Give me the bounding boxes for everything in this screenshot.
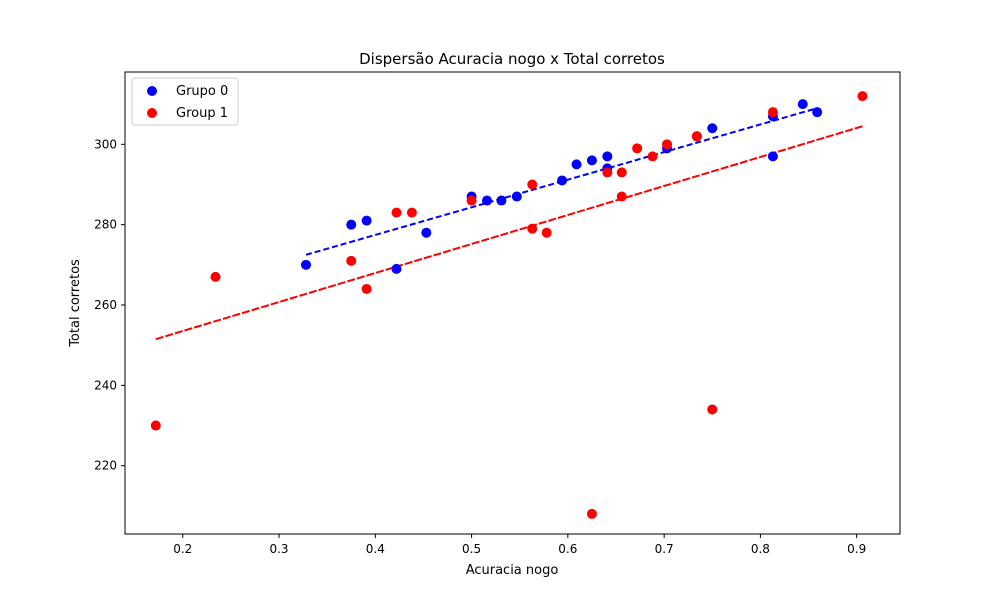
plot-frame	[124, 71, 901, 535]
x-tick-label: 0.3	[269, 542, 288, 556]
scatter-point-series-1	[632, 143, 643, 154]
scatter-point-series-1	[662, 139, 673, 150]
y-tick-label: 260	[94, 298, 117, 312]
legend: Grupo 0 Group 1	[131, 77, 239, 126]
scatter-point-series-1	[767, 107, 778, 118]
scatter-point-series-1	[346, 255, 357, 266]
scatter-point-series-1	[391, 207, 402, 218]
x-axis-label: Acuracia nogo	[466, 563, 559, 578]
legend-box	[131, 77, 239, 126]
scatter-point-series-1	[616, 167, 627, 178]
scatter-point-series-1	[527, 223, 538, 234]
scatter-point-series-0	[361, 215, 372, 226]
scatter-point-series-1	[150, 420, 161, 431]
scatter-point-series-1	[210, 271, 221, 282]
y-tick-label: 280	[94, 218, 117, 232]
scatter-point-series-0	[391, 263, 402, 274]
scatter-point-series-0	[300, 259, 311, 270]
y-tick-label: 240	[94, 378, 117, 392]
x-tick-label: 0.4	[366, 542, 385, 556]
scatter-point-series-0	[511, 191, 522, 202]
scatter-point-series-0	[421, 227, 432, 238]
x-tick-label: 0.2	[173, 542, 192, 556]
x-tick-label: 0.9	[847, 542, 866, 556]
scatter-point-series-1	[466, 195, 477, 206]
scatter-point-series-1	[406, 207, 417, 218]
scatter-point-series-1	[616, 191, 627, 202]
scatter-point-series-1	[602, 167, 613, 178]
scatter-point-series-0	[496, 195, 507, 206]
x-tick-label: 0.7	[655, 542, 674, 556]
plot-area	[125, 72, 900, 534]
scatter-point-series-1	[647, 151, 658, 162]
x-tick-label: 0.6	[558, 542, 577, 556]
x-tick-label: 0.5	[462, 542, 481, 556]
data-points	[150, 91, 868, 519]
legend-label-group-1: Group 1	[176, 106, 228, 121]
scatter-point-series-1	[691, 131, 702, 142]
scatter-point-series-0	[346, 219, 357, 230]
scatter-point-series-1	[586, 508, 597, 519]
scatter-point-series-0	[812, 107, 823, 118]
x-axis-ticks: 0.2 0.3 0.4 0.5 0.6 0.7 0.8 0.9	[173, 534, 866, 556]
scatter-point-series-0	[571, 159, 582, 170]
y-axis-label: Total corretos	[68, 259, 83, 348]
scatter-point-series-0	[557, 175, 568, 186]
scatter-point-series-0	[602, 151, 613, 162]
legend-marker-group-1	[147, 108, 157, 118]
legend-label-grupo-0: Grupo 0	[176, 84, 228, 99]
scatter-point-series-0	[767, 151, 778, 162]
scatter-point-series-0	[586, 155, 597, 166]
scatter-point-series-0	[481, 195, 492, 206]
scatter-point-series-1	[707, 404, 718, 415]
scatter-point-series-0	[797, 99, 808, 110]
y-axis-ticks: 220 240 260 280 300	[94, 137, 125, 473]
legend-marker-grupo-0	[147, 86, 157, 96]
scatter-point-series-1	[541, 227, 552, 238]
trend-line-series-1	[155, 125, 863, 341]
chart-title: Dispersão Acuracia nogo x Total corretos	[359, 50, 665, 68]
scatter-point-series-1	[361, 283, 372, 294]
y-tick-label: 300	[94, 137, 117, 151]
y-tick-label: 220	[94, 459, 117, 473]
scatter-point-series-1	[527, 179, 538, 190]
x-tick-label: 0.8	[751, 542, 770, 556]
scatter-point-series-1	[857, 91, 868, 102]
scatter-point-series-0	[707, 123, 718, 134]
